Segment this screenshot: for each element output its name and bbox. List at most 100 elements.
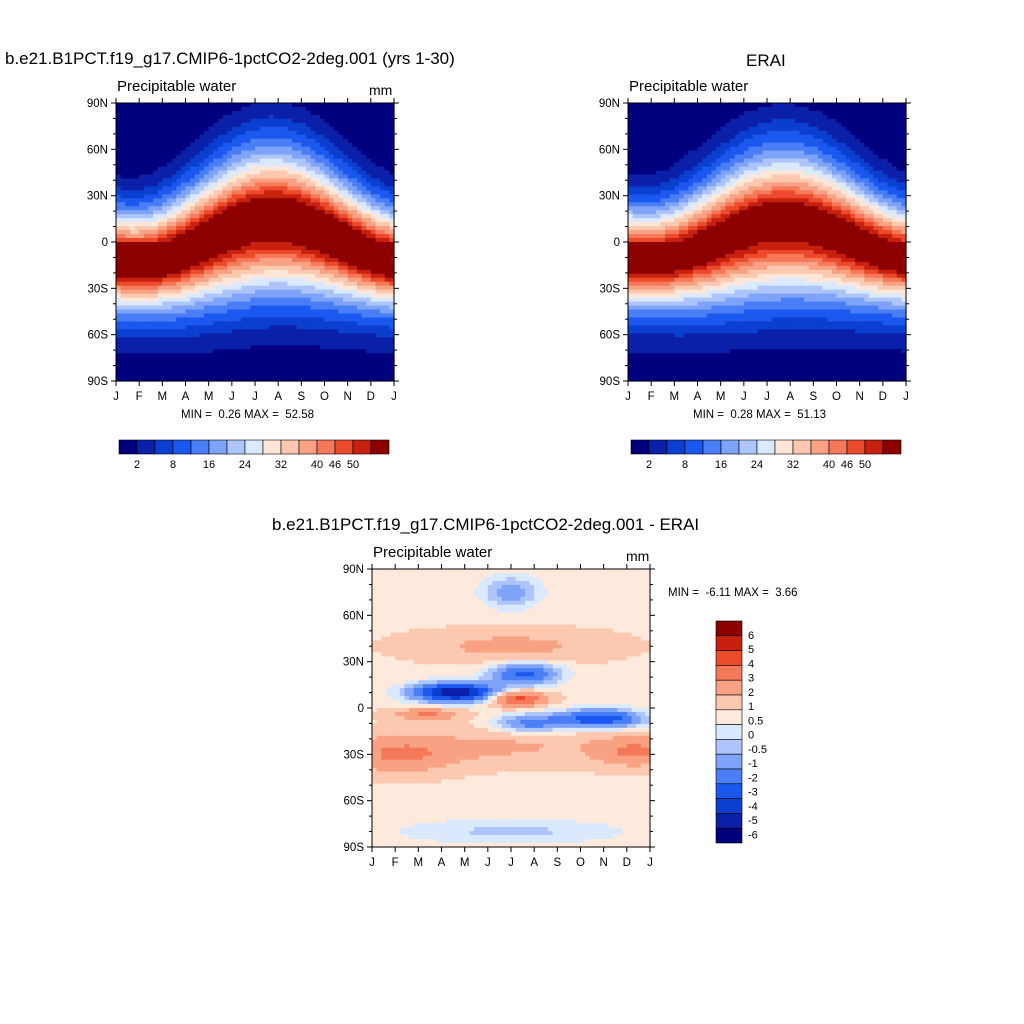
panel2-cell: [896, 126, 902, 132]
panel1-cell: [208, 210, 214, 215]
panel1-cell: [125, 202, 131, 207]
panel1-cell: [180, 293, 187, 299]
panel1-cell: [176, 361, 182, 366]
panel1-cell: [259, 349, 265, 354]
panel1-cell: [273, 166, 279, 172]
panel1-cell: [176, 138, 182, 144]
panel1-cell: [273, 265, 279, 271]
panel1-cell: [268, 222, 275, 227]
panel1-cell: [185, 345, 191, 350]
panel1-cell: [162, 329, 168, 334]
panel1-cell: [153, 245, 159, 251]
panel1-cell: [384, 174, 390, 180]
panel1-cell: [190, 166, 196, 172]
panel1-cell: [134, 281, 140, 287]
panel2-cell: [674, 114, 680, 120]
panel1-cell: [389, 305, 395, 311]
panel1-cell: [139, 249, 145, 255]
panel1-cell: [278, 110, 284, 116]
panel1-cell: [222, 309, 228, 315]
panel1-cell: [227, 126, 233, 132]
panel1-cell: [143, 222, 150, 227]
panel1-cell: [204, 106, 210, 112]
panel1-cell: [361, 377, 367, 382]
panel1-cell: [194, 309, 200, 315]
panel1-cell: [231, 361, 238, 366]
panel1-cell: [375, 138, 381, 144]
panel2-cell: [632, 122, 638, 128]
panel2-cell: [836, 138, 842, 144]
panel1-cell: [185, 253, 191, 259]
panel1-cell: [324, 337, 330, 342]
panel1-cell: [268, 238, 275, 243]
panel2-cell: [683, 146, 689, 152]
panel1-cell: [273, 210, 279, 215]
panel1-cell: [273, 301, 279, 307]
panel1-cell: [352, 341, 358, 346]
panel1-cell: [352, 182, 358, 187]
panel1-cell: [255, 166, 261, 172]
panel1-cell: [204, 234, 210, 239]
panel1-cell: [305, 186, 312, 191]
panel1-cell: [255, 202, 261, 207]
panel1-cell: [241, 345, 247, 350]
panel1-cell: [282, 162, 289, 168]
panel1-cell: [241, 377, 247, 382]
panel1-cell: [116, 325, 122, 330]
panel1-cell: [273, 226, 279, 231]
panel1-cell: [343, 273, 349, 279]
panel1-cell: [366, 297, 372, 303]
panel1-cell: [292, 373, 298, 378]
panel1-cell: [375, 357, 381, 362]
panel1-cell: [227, 106, 233, 112]
panel2-cell: [822, 130, 828, 136]
panel2-cell: [665, 142, 671, 148]
panel1-cell: [305, 110, 312, 116]
panel1-cell: [389, 281, 395, 287]
panel1-cell: [227, 114, 233, 120]
panel1-cell: [278, 301, 284, 307]
panel2-cell: [637, 118, 643, 124]
panel1-cell: [204, 122, 210, 128]
panel2-cell: [720, 114, 726, 120]
panel1-cell: [157, 305, 163, 311]
panel1-cell: [153, 325, 159, 330]
panel1-cell: [370, 242, 377, 247]
panel1-cell: [361, 226, 367, 231]
panel1-cell: [139, 194, 145, 199]
panel1-cell: [236, 325, 242, 330]
panel2-cell: [646, 134, 652, 140]
panel1-cell: [153, 182, 159, 187]
panel1-cell: [310, 261, 316, 267]
panel1-cell: [282, 150, 289, 156]
panel1-cell: [356, 245, 363, 251]
panel1-cell: [389, 170, 395, 176]
panel2-cell: [790, 142, 796, 148]
panel1-cell: [319, 373, 326, 378]
panel1-cell: [241, 297, 247, 303]
panel1-cell: [208, 261, 214, 267]
panel1-cell: [315, 333, 321, 338]
panel1-cell: [227, 202, 233, 207]
panel1-cell: [343, 214, 349, 219]
panel1-cell: [375, 261, 381, 267]
panel1-cell: [171, 202, 177, 207]
panel1-cell: [292, 277, 298, 283]
panel1-cell: [116, 206, 122, 211]
panel1-cell: [292, 261, 298, 267]
panel1-cell: [157, 249, 163, 255]
panel1-cell: [143, 238, 150, 243]
panel1-cell: [129, 190, 136, 195]
panel1-cell: [227, 285, 233, 291]
panel1-cell: [180, 242, 187, 247]
panel2-title: ERAI: [746, 51, 786, 70]
panel1-cell: [338, 230, 344, 235]
panel1-cell: [287, 293, 293, 299]
panel1-cell: [315, 321, 321, 326]
panel1-cell: [125, 329, 131, 334]
panel2-cell: [804, 134, 810, 140]
panel1-cell: [389, 238, 395, 243]
panel1-cell: [389, 253, 395, 259]
panel2-cell: [776, 114, 782, 120]
panel1-cell: [356, 210, 363, 215]
